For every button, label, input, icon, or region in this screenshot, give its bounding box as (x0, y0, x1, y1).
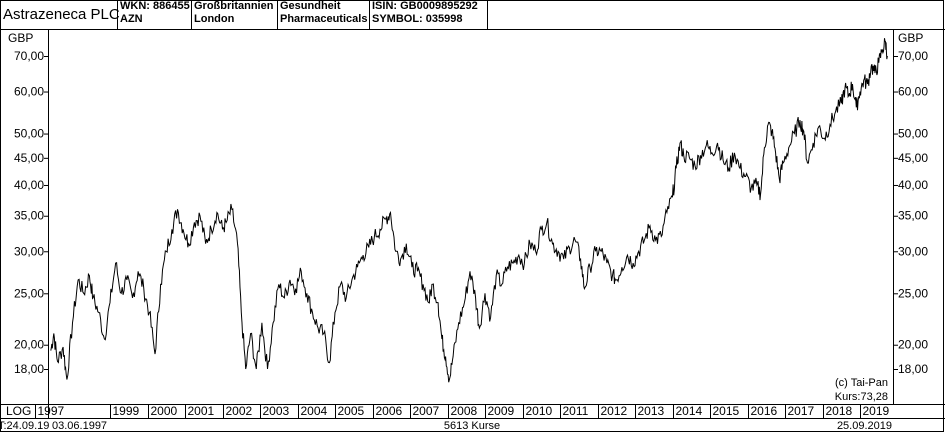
country-label: Großbritannien (194, 0, 274, 12)
y-tick-label-right: 35,00 (898, 209, 928, 223)
kurs-label: Kurs:73,28 (835, 391, 888, 403)
isin-cell: ISIN: GB0009895292 SYMBOL: 035998 (370, 0, 488, 29)
scale-label: LOG (6, 404, 31, 418)
start-date-label: 03.06.1997 (52, 420, 107, 432)
x-tick-label: 2012 (601, 404, 628, 418)
y-tick-label-left: 60,00 (14, 85, 44, 99)
symbol-short-label: AZN (120, 13, 143, 25)
y-tick-label-right: 30,00 (898, 244, 928, 258)
x-tick-label: 2018 (826, 404, 853, 418)
date-left-label: T:24.09.19 (0, 420, 49, 432)
stock-title: Astrazeneca PLC (3, 6, 120, 23)
y-tick-label-right: 25,00 (898, 286, 928, 300)
end-date-label: 25.09.2019 (837, 420, 892, 432)
x-tick-label: 2000 (151, 404, 178, 418)
y-tick-label-left: 35,00 (14, 209, 44, 223)
x-tick-label: 2008 (451, 404, 478, 418)
y-tick-label-right: 20,00 (898, 338, 928, 352)
x-tick-label: 2009 (488, 404, 515, 418)
x-tick-label: 2011 (563, 404, 589, 418)
y-tick-label-right: 50,00 (898, 127, 928, 141)
y-tick-label-right: 45,00 (898, 151, 928, 165)
currency-label-right: GBP (898, 31, 923, 45)
x-tick-label: 1999 (113, 404, 140, 418)
x-tick-label: 2019 (863, 404, 890, 418)
title-cell: Astrazeneca PLC (0, 0, 120, 29)
x-tick-label: 2001 (188, 404, 215, 418)
wkn-cell: WKN: 886455 AZN (118, 0, 192, 29)
y-tick-label-left: 45,00 (14, 151, 44, 165)
x-tick-label: 2002 (226, 404, 253, 418)
x-tick-label: 2005 (338, 404, 365, 418)
city-label: London (194, 13, 235, 25)
location-cell: Großbritannien London (192, 0, 278, 29)
x-tick-label: 2014 (676, 404, 703, 418)
y-tick-label-left: 50,00 (14, 127, 44, 141)
copyright-label: (c) Tai-Pan (835, 377, 888, 389)
y-tick-label-right: 40,00 (898, 178, 928, 192)
y-tick-label-left: 25,00 (14, 286, 44, 300)
sector-cell: Gesundheit Pharmaceuticals (278, 0, 370, 29)
sector-label: Gesundheit (280, 0, 341, 12)
y-tick-label-left: 40,00 (14, 178, 44, 192)
price-line (50, 38, 888, 383)
wkn-label: WKN: 886455 (120, 0, 190, 12)
x-tick-label: 2004 (301, 404, 328, 418)
y-tick-label-right: 70,00 (898, 49, 928, 63)
count-label: 5613 Kurse (444, 420, 500, 432)
symbol-label: SYMBOL: 035998 (372, 13, 463, 25)
x-tick-label: 2017 (788, 404, 815, 418)
x-tick-label: 2015 (713, 404, 740, 418)
x-tick-label: 2016 (751, 404, 778, 418)
y-tick-label-right: 18,00 (898, 362, 928, 376)
currency-label-left: GBP (8, 31, 33, 45)
header-bar: Astrazeneca PLC WKN: 886455 AZN Großbrit… (0, 0, 945, 29)
header-divider (0, 29, 945, 30)
y-ticks: 70,00 70,00 60,00 60,00 50,00 50,00 45,00 45,00… (14, 49, 928, 376)
x-tick-label: 2013 (638, 404, 665, 418)
x-tick-label: 2003 (263, 404, 290, 418)
y-tick-label-right: 60,00 (898, 85, 928, 99)
y-tick-label-left: 18,00 (14, 362, 44, 376)
y-tick-label-left: 70,00 (14, 49, 44, 63)
x-tick-label: 2010 (526, 404, 553, 418)
x-tick-label: 1997 (38, 404, 65, 418)
isin-label: ISIN: GB0009895292 (372, 0, 478, 12)
x-tick-label: 2007 (413, 404, 440, 418)
x-tick-label: 2006 (376, 404, 403, 418)
y-tick-label-left: 30,00 (14, 244, 44, 258)
industry-label: Pharmaceuticals (280, 13, 368, 25)
x-ticks: 1997 1999 2000 2001 2002 2003 2004 2005 2006 2007… (35, 404, 890, 419)
y-tick-label-left: 20,00 (14, 338, 44, 352)
